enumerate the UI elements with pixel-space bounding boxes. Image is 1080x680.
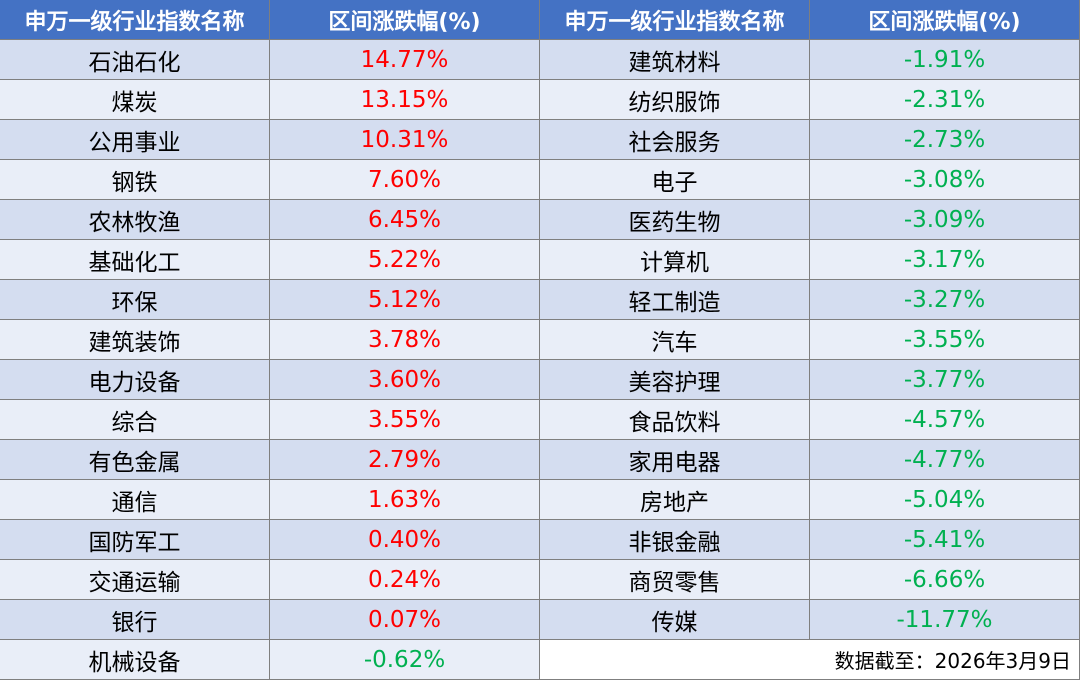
industry-name: 综合: [0, 400, 270, 440]
industry-name: 轻工制造: [540, 280, 810, 320]
change-pct: -3.08%: [810, 160, 1080, 200]
change-pct: 5.12%: [270, 280, 540, 320]
change-pct: -3.09%: [810, 200, 1080, 240]
change-pct: 10.31%: [270, 120, 540, 160]
change-pct: 0.24%: [270, 560, 540, 600]
change-pct: 3.55%: [270, 400, 540, 440]
change-pct: -6.66%: [810, 560, 1080, 600]
industry-name: 煤炭: [0, 80, 270, 120]
change-pct: -3.77%: [810, 360, 1080, 400]
change-pct: 0.40%: [270, 520, 540, 560]
change-pct: -5.04%: [810, 480, 1080, 520]
change-pct: -0.62%: [270, 640, 540, 680]
header-cell: 申万一级行业指数名称: [0, 0, 270, 40]
header-cell: 区间涨跌幅(%): [810, 0, 1080, 40]
change-pct: 3.60%: [270, 360, 540, 400]
industry-name: 有色金属: [0, 440, 270, 480]
industry-name: 建筑装饰: [0, 320, 270, 360]
industry-name: 公用事业: [0, 120, 270, 160]
change-pct: -2.73%: [810, 120, 1080, 160]
change-pct: -5.41%: [810, 520, 1080, 560]
industry-name: 机械设备: [0, 640, 270, 680]
change-pct: 1.63%: [270, 480, 540, 520]
industry-name: 医药生物: [540, 200, 810, 240]
industry-name: 房地产: [540, 480, 810, 520]
change-pct: 5.22%: [270, 240, 540, 280]
industry-name: 计算机: [540, 240, 810, 280]
industry-name: 国防军工: [0, 520, 270, 560]
change-pct: 0.07%: [270, 600, 540, 640]
industry-name: 环保: [0, 280, 270, 320]
change-pct: -3.55%: [810, 320, 1080, 360]
change-pct: 3.78%: [270, 320, 540, 360]
change-pct: -4.57%: [810, 400, 1080, 440]
change-pct: 13.15%: [270, 80, 540, 120]
industry-name: 银行: [0, 600, 270, 640]
industry-name: 家用电器: [540, 440, 810, 480]
change-pct: 7.60%: [270, 160, 540, 200]
industry-name: 电力设备: [0, 360, 270, 400]
industry-name: 传媒: [540, 600, 810, 640]
industry-name: 商贸零售: [540, 560, 810, 600]
change-pct: -3.17%: [810, 240, 1080, 280]
change-pct: -11.77%: [810, 600, 1080, 640]
change-pct: 6.45%: [270, 200, 540, 240]
industry-name: 食品饮料: [540, 400, 810, 440]
change-pct: 2.79%: [270, 440, 540, 480]
change-pct: -1.91%: [810, 40, 1080, 80]
change-pct: -2.31%: [810, 80, 1080, 120]
data-date-note: 数据截至：2026年3月9日: [540, 640, 1080, 680]
industry-name: 非银金融: [540, 520, 810, 560]
industry-name: 纺织服饰: [540, 80, 810, 120]
industry-name: 农林牧渔: [0, 200, 270, 240]
industry-name: 石油石化: [0, 40, 270, 80]
industry-name: 交通运输: [0, 560, 270, 600]
industry-name: 社会服务: [540, 120, 810, 160]
header-cell: 区间涨跌幅(%): [270, 0, 540, 40]
industry-name: 钢铁: [0, 160, 270, 200]
industry-name: 建筑材料: [540, 40, 810, 80]
change-pct: 14.77%: [270, 40, 540, 80]
change-pct: -3.27%: [810, 280, 1080, 320]
industry-name: 美容护理: [540, 360, 810, 400]
industry-name: 汽车: [540, 320, 810, 360]
industry-name: 通信: [0, 480, 270, 520]
industry-name: 基础化工: [0, 240, 270, 280]
industry-name: 电子: [540, 160, 810, 200]
header-cell: 申万一级行业指数名称: [540, 0, 810, 40]
change-pct: -4.77%: [810, 440, 1080, 480]
